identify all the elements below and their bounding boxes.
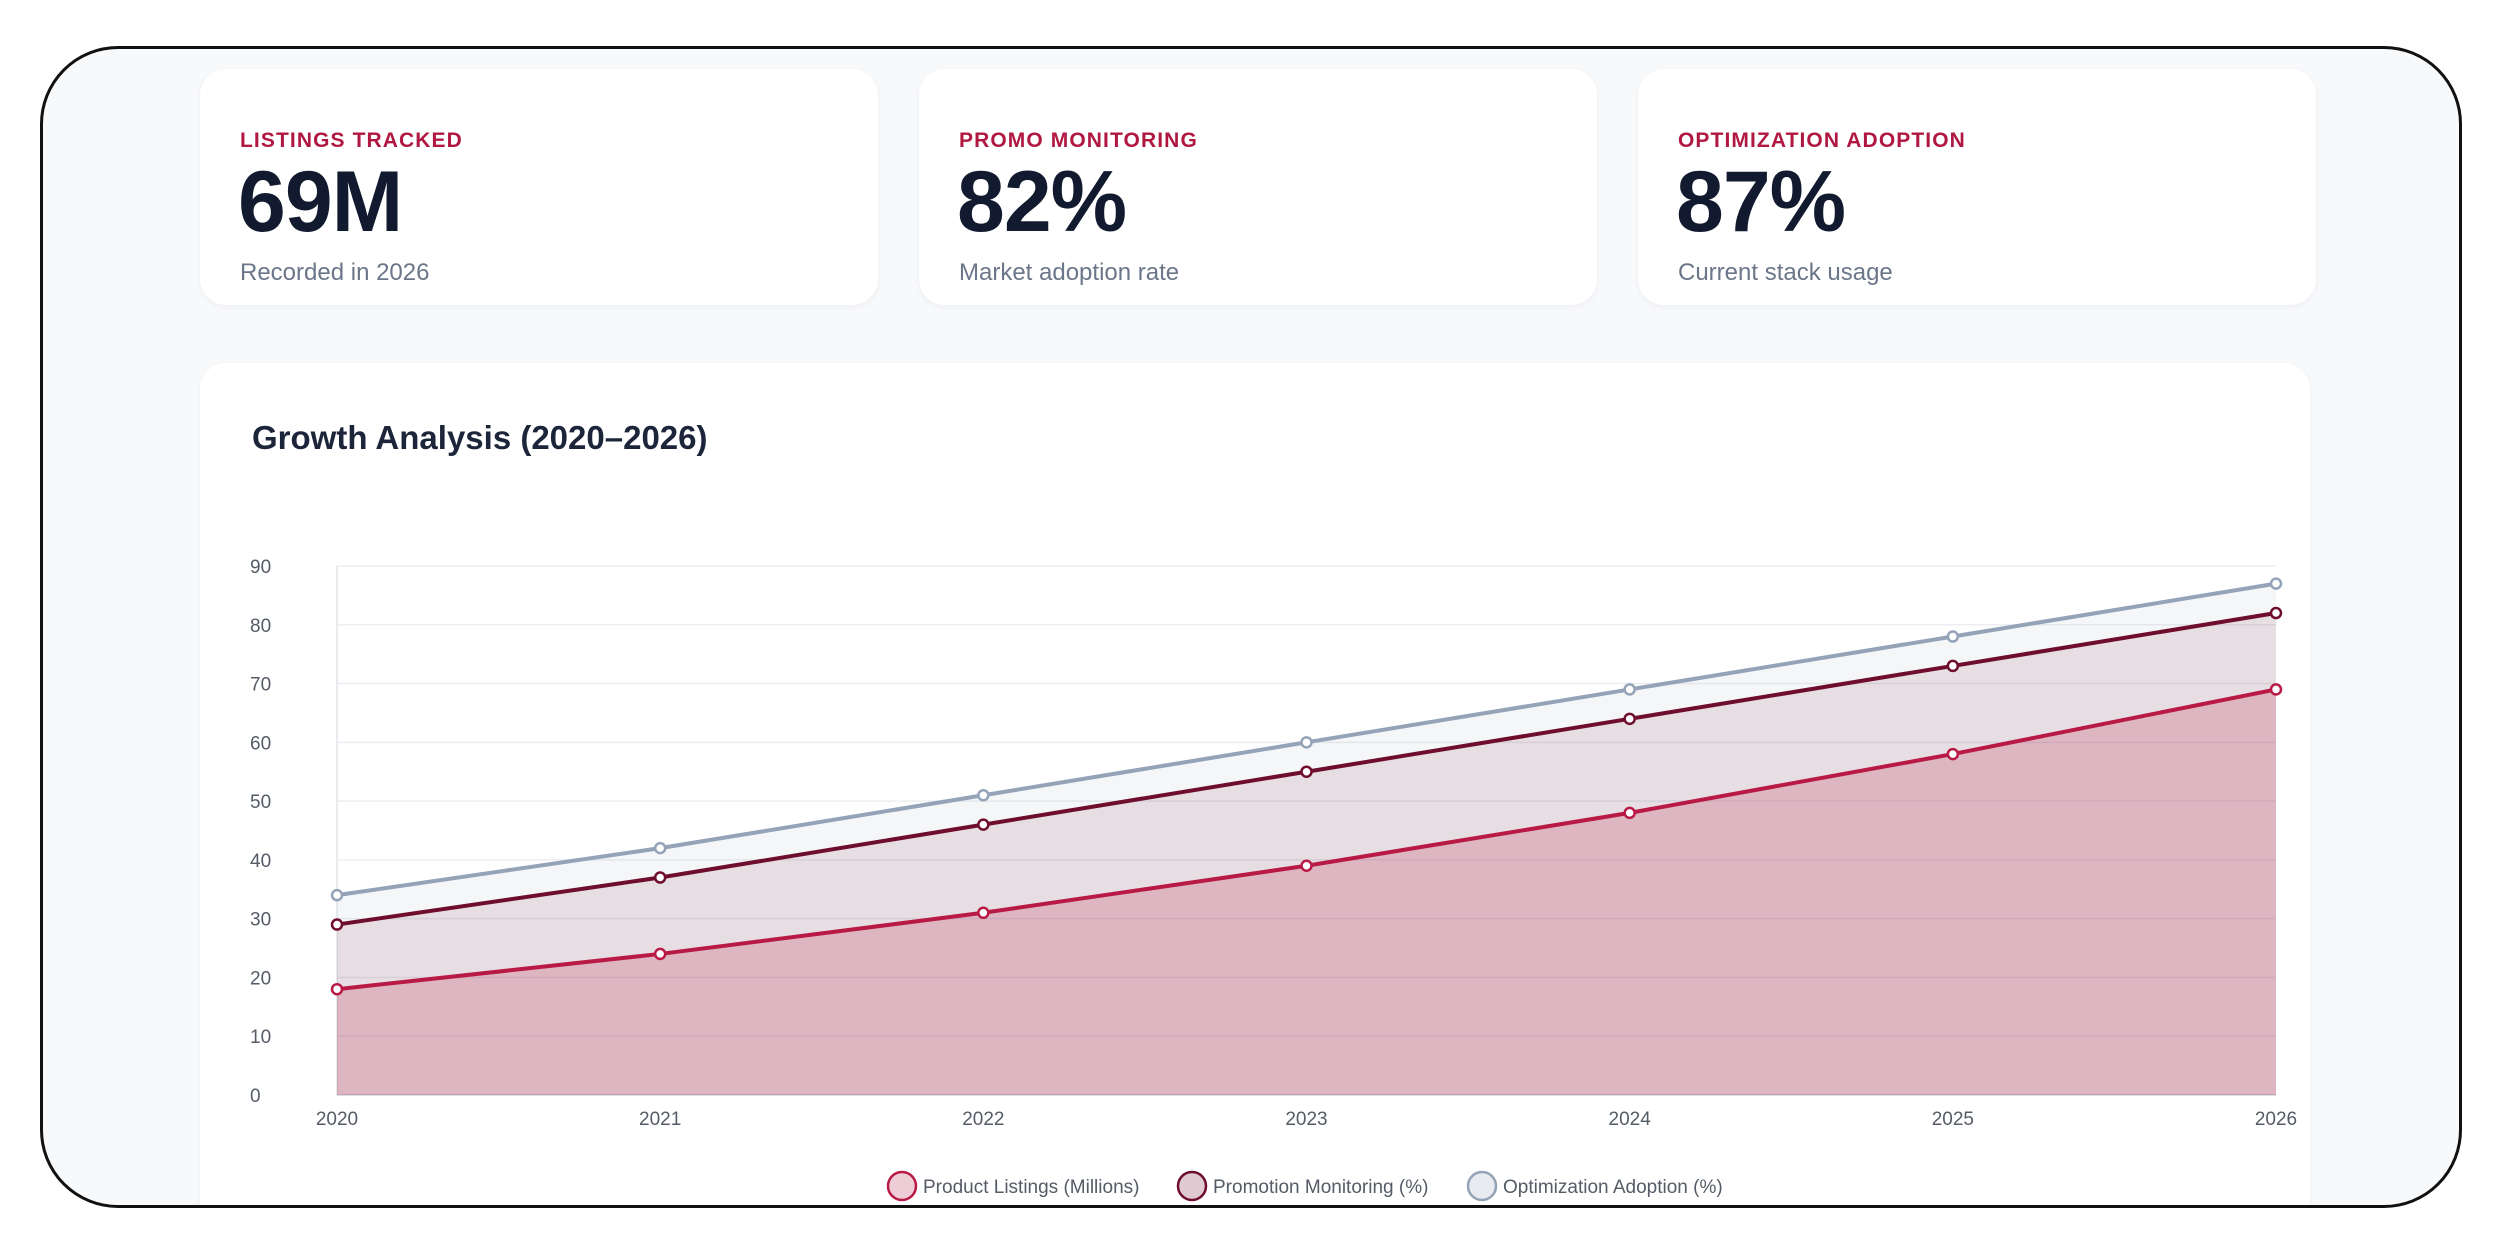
stat-card-optimization: OPTIMIZATION ADOPTION 87% Current stack …: [1638, 69, 2316, 305]
legend-label: Product Listings (Millions): [923, 1177, 1139, 1198]
legend-swatch: [886, 1170, 918, 1202]
series-area: [337, 583, 2276, 1095]
data-point: [2269, 606, 2283, 620]
y-tick-label: 60: [250, 733, 271, 754]
data-point: [1946, 659, 1960, 673]
stat-card-listings: LISTINGS TRACKED 69M Recorded in 2026: [200, 69, 878, 305]
x-tick-label: 2026: [2255, 1109, 2297, 1130]
data-point: [330, 888, 344, 902]
x-tick-label: 2023: [1285, 1109, 1327, 1130]
stat-subtitle: Recorded in 2026: [240, 259, 430, 286]
data-point: [653, 841, 667, 855]
y-tick-label: 20: [250, 968, 271, 989]
x-tick-label: 2021: [639, 1109, 681, 1130]
stat-subtitle: Market adoption rate: [959, 259, 1180, 286]
y-tick-label: 40: [250, 851, 271, 872]
y-tick-label: 30: [250, 910, 271, 931]
y-tick-label: 70: [250, 675, 271, 696]
legend-swatch: [1466, 1170, 1498, 1202]
data-point: [977, 788, 990, 802]
stat-card-promo: PROMO MONITORING 82% Market adoption rat…: [919, 69, 1597, 305]
stat-subtitle: Current stack usage: [1678, 259, 1893, 286]
legend-label: Promotion Monitoring (%): [1213, 1177, 1428, 1198]
y-tick-label: 50: [250, 792, 271, 813]
x-tick-label: 2024: [1609, 1109, 1652, 1130]
chart-card: Growth Analysis (2020–2026) 0 10 20 30 40 50 6…: [200, 363, 2310, 1205]
y-tick-label: 90: [250, 557, 271, 578]
data-point: [1946, 630, 1960, 643]
data-point: [1946, 747, 1960, 761]
data-point: [2269, 683, 2283, 696]
data-point: [1623, 806, 1636, 820]
stat-label: LISTINGS TRACKED: [240, 129, 463, 152]
legend-label: Optimization Adoption (%): [1503, 1177, 1723, 1198]
stat-label: PROMO MONITORING: [959, 129, 1198, 152]
data-point: [977, 818, 990, 831]
data-point: [1300, 859, 1313, 873]
data-point: [330, 918, 344, 931]
data-point: [653, 871, 667, 884]
y-tick-label: 0: [250, 1086, 261, 1107]
stat-value: 87%: [1676, 154, 1846, 250]
stat-value: 69M: [238, 154, 403, 250]
stat-value: 82%: [957, 154, 1127, 250]
data-point: [2269, 577, 2283, 590]
chart-title: Growth Analysis (2020–2026): [252, 419, 708, 456]
data-point: [1623, 683, 1636, 696]
data-point: [1300, 765, 1313, 778]
x-tick-label: 2022: [962, 1109, 1004, 1130]
series-area: [337, 689, 2276, 1095]
y-tick-label: 10: [250, 1027, 271, 1048]
data-point: [977, 906, 990, 920]
stat-label: OPTIMIZATION ADOPTION: [1678, 129, 1966, 152]
legend-swatch: [1176, 1170, 1208, 1202]
data-point: [653, 947, 667, 961]
data-point: [1300, 736, 1313, 749]
data-point: [1623, 712, 1636, 726]
series-area: [337, 613, 2276, 1095]
dashboard-frame: LISTINGS TRACKED 69M Recorded in 2026 PR…: [40, 46, 2462, 1208]
growth-chart: 0 10 20 30 40 50 60 70 80 90 2020 2021 2022 2023 2024 2…: [250, 557, 2297, 1202]
x-tick-label: 2020: [316, 1109, 358, 1130]
data-point: [330, 982, 344, 996]
y-tick-label: 80: [250, 616, 271, 637]
x-tick-label: 2025: [1932, 1109, 1974, 1130]
